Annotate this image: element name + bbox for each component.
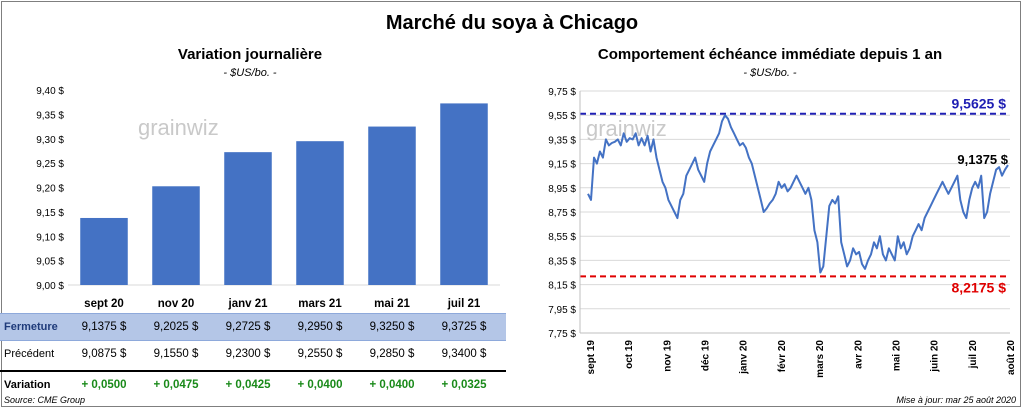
line-x-tick-label: août 20 — [1006, 340, 1017, 375]
price-series-line — [587, 114, 1009, 274]
reference-line-label: 9,5625 $ — [952, 96, 1007, 112]
bar-x-tick-label: sept 20 — [84, 298, 124, 310]
table-cell: 9,2550 $ — [297, 348, 343, 360]
bar-y-tick-label: 9,15 $ — [36, 208, 64, 219]
line-x-tick-label: sept 19 — [586, 340, 597, 375]
table-cell: 9,3725 $ — [441, 321, 487, 333]
table-row-variation: Variation + 0,0500 + 0,0475 + 0,0425 + 0,04… — [0, 370, 506, 398]
bar — [440, 103, 488, 285]
table-cell: 9,0875 $ — [81, 348, 127, 360]
table-cell: 9,1550 $ — [153, 348, 199, 360]
watermark-logo-right: grainwiz — [586, 116, 667, 141]
bar — [224, 152, 272, 285]
bar-y-tick-label: 9,40 $ — [36, 86, 64, 97]
table-cell: 9,3250 $ — [369, 321, 415, 333]
bar-y-tick-label: 9,30 $ — [36, 135, 64, 146]
line-y-tick-label: 8,55 $ — [548, 232, 576, 243]
line-y-tick-label: 8,75 $ — [548, 208, 576, 219]
reference-line-label: 8,2175 $ — [952, 279, 1007, 295]
right-chart-title: Comportement échéance immédiate depuis 1… — [597, 46, 943, 63]
bar-chart-axis: 9,00 $ 9,05 $ 9,10 $ 9,15 $ 9,20 $ 9,25 $ 9,30… — [36, 86, 500, 310]
line-x-tick-label: mars 20 — [815, 340, 826, 378]
line-y-tick-label: 9,15 $ — [548, 160, 576, 171]
bar-y-tick-label: 9,25 $ — [36, 159, 64, 170]
line-x-tick-label: févr 20 — [777, 340, 788, 373]
table-cell: 9,2025 $ — [153, 321, 199, 333]
last-price-label: 9,1375 $ — [957, 152, 1008, 167]
source-note: Source: CME Group — [4, 395, 86, 405]
table-cell: + 0,0400 — [369, 379, 415, 391]
left-chart-unit: - $US/bo. - — [223, 67, 277, 79]
bar-y-tick-label: 9,20 $ — [36, 184, 64, 195]
bar-x-tick-label: janv 21 — [228, 298, 269, 310]
bar — [80, 217, 128, 285]
bar-chart: grainwiz 9,00 $9,05 $9,10 $9,15 $9,20 $9… — [36, 86, 500, 310]
bar-y-tick-label: 9,35 $ — [36, 110, 64, 121]
bar-y-tick-label: 9,00 $ — [36, 281, 64, 292]
table-cell: 9,1375 $ — [81, 321, 127, 333]
table-cell: 9,2725 $ — [225, 321, 271, 333]
line-chart: grainwiz 9,5625 $ 8,2175 $ 9,1375 $ 7,75 … — [548, 87, 1017, 378]
page-title: Marché du soya à Chicago — [385, 12, 639, 34]
row-label-variation: Variation — [4, 379, 51, 391]
bar-chart-bars — [80, 103, 488, 285]
right-chart-unit: - $US/bo. - — [743, 67, 797, 79]
table-cell: 9,3400 $ — [441, 348, 487, 360]
table-cell: + 0,0500 — [81, 379, 127, 391]
watermark-logo: grainwiz — [138, 115, 219, 140]
row-label-previous: Précédent — [4, 348, 55, 360]
row-label-close: Fermeture — [4, 321, 58, 333]
line-x-tick-label: janv 20 — [739, 340, 750, 375]
bar — [368, 126, 416, 285]
table-cell: + 0,0400 — [297, 379, 343, 391]
reference-lines: 9,5625 $ 8,2175 $ — [580, 96, 1010, 295]
line-x-tick-label: juil 20 — [968, 340, 979, 370]
bar-x-tick-label: nov 20 — [158, 298, 194, 310]
line-y-tick-label: 7,75 $ — [548, 329, 576, 340]
line-y-tick-label: 9,35 $ — [548, 135, 576, 146]
bar — [152, 186, 200, 285]
update-note: Mise à jour: mar 25 août 2020 — [896, 395, 1016, 405]
bar-x-tick-label: mars 21 — [298, 298, 342, 310]
left-chart-title: Variation journalière — [177, 46, 323, 63]
bar — [296, 141, 344, 285]
line-x-tick-label: nov 19 — [662, 340, 673, 372]
line-y-tick-label: 7,95 $ — [548, 305, 576, 316]
bar-y-tick-label: 9,05 $ — [36, 257, 64, 268]
line-x-tick-label: juin 20 — [930, 340, 941, 373]
line-y-tick-label: 9,55 $ — [548, 111, 576, 122]
line-chart-series: 9,1375 $ — [587, 114, 1009, 274]
bar-x-tick-label: mai 21 — [374, 298, 410, 310]
line-x-tick-label: mai 20 — [891, 340, 902, 372]
line-y-tick-label: 8,35 $ — [548, 256, 576, 267]
table-cell: + 0,0475 — [153, 379, 199, 391]
table-cell: + 0,0425 — [225, 379, 271, 391]
line-x-tick-label: oct 19 — [624, 340, 635, 369]
line-x-tick-label: déc 19 — [701, 340, 712, 372]
line-y-tick-label: 8,15 $ — [548, 281, 576, 292]
line-x-tick-label: avr 20 — [853, 340, 864, 369]
line-y-tick-label: 8,95 $ — [548, 184, 576, 195]
table-cell: 9,2850 $ — [369, 348, 415, 360]
line-y-tick-label: 9,75 $ — [548, 87, 576, 98]
bar-y-tick-label: 9,10 $ — [36, 232, 64, 243]
line-chart-axis: 7,75 $ 7,95 $ 8,15 $ 8,35 $ 8,55 $ 8,75 $ 8,95… — [548, 87, 1017, 378]
bar-x-tick-label: juil 21 — [447, 298, 481, 310]
table-cell: 9,2950 $ — [297, 321, 343, 333]
table-cell: + 0,0325 — [441, 379, 487, 391]
table-row-previous: Précédent 9,0875 $ 9,1550 $ 9,2300 $ 9,2550… — [0, 341, 506, 367]
table-cell: 9,2300 $ — [225, 348, 271, 360]
table-row-close: Fermeture 9,1375 $ 9,2025 $ 9,2725 $ 9,2950… — [0, 313, 506, 341]
